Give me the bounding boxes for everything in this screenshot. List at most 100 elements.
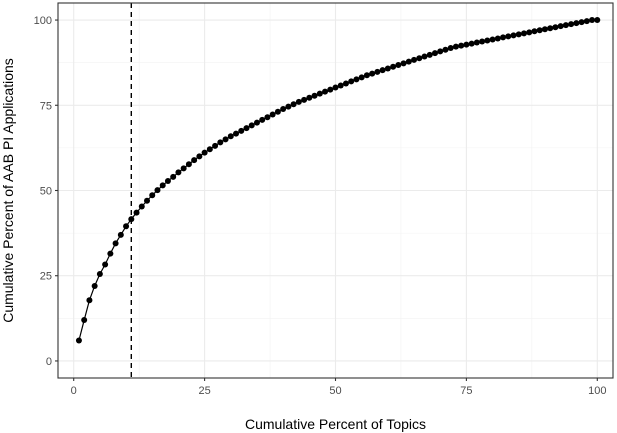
data-point	[348, 78, 355, 85]
data-point	[384, 65, 391, 72]
data-point	[295, 98, 302, 105]
data-point	[175, 169, 182, 176]
data-point	[243, 125, 250, 132]
data-point	[515, 31, 522, 38]
data-point	[332, 84, 339, 91]
data-point	[447, 45, 454, 51]
x-axis-title: Cumulative Percent of Topics	[245, 416, 426, 432]
x-tick-label: 25	[198, 385, 210, 397]
data-point	[264, 114, 271, 121]
data-point	[311, 92, 318, 99]
x-tick-label: 50	[329, 385, 341, 397]
data-point	[274, 108, 281, 115]
data-point	[526, 29, 533, 36]
data-point	[342, 80, 349, 87]
data-point	[185, 161, 192, 168]
y-axis-ticks: 0 25 50 75 100	[34, 15, 58, 368]
data-point	[426, 51, 433, 58]
data-point	[196, 153, 203, 160]
data-point	[479, 38, 486, 45]
data-point	[154, 187, 161, 194]
data-point	[86, 297, 93, 304]
data-point	[227, 133, 234, 140]
data-point	[322, 88, 329, 95]
data-point	[164, 177, 171, 184]
data-point	[253, 119, 260, 126]
data-point	[473, 39, 480, 46]
data-point	[316, 90, 323, 97]
y-tick-label: 75	[40, 100, 52, 112]
data-point	[149, 192, 156, 199]
data-point	[222, 136, 229, 143]
data-point	[463, 41, 470, 48]
data-point	[547, 25, 554, 32]
major-gridlines	[58, 3, 613, 378]
data-point	[337, 82, 344, 89]
data-point	[573, 20, 580, 27]
data-point	[217, 139, 224, 146]
data-point	[369, 70, 376, 77]
data-point	[589, 17, 596, 24]
data-point	[562, 22, 569, 29]
data-point	[552, 24, 559, 31]
data-point	[531, 28, 538, 35]
series-points	[75, 17, 601, 344]
data-point	[353, 76, 360, 83]
y-tick-label: 25	[40, 271, 52, 283]
data-point	[505, 33, 512, 40]
data-point	[280, 106, 287, 113]
data-point	[212, 142, 219, 149]
data-point	[400, 60, 407, 67]
data-point	[233, 130, 240, 137]
data-point	[112, 240, 119, 247]
data-point	[442, 46, 449, 53]
data-point	[557, 23, 564, 30]
data-point	[285, 103, 292, 110]
data-point	[578, 19, 585, 26]
data-point	[144, 197, 151, 204]
data-point	[431, 50, 438, 57]
data-point	[594, 17, 601, 24]
x-tick-label: 75	[460, 385, 472, 397]
data-point	[583, 18, 590, 25]
data-point	[374, 68, 381, 75]
data-point	[81, 317, 88, 324]
data-point	[395, 62, 402, 69]
data-point	[494, 35, 501, 42]
data-point	[405, 58, 412, 65]
data-point	[180, 165, 187, 172]
data-point	[117, 231, 124, 238]
data-point	[159, 182, 166, 189]
data-point	[327, 86, 334, 93]
y-tick-label: 50	[40, 186, 52, 198]
data-point	[206, 146, 213, 153]
data-point	[468, 40, 475, 47]
data-point	[416, 55, 423, 62]
data-point	[133, 209, 140, 216]
data-point	[123, 223, 130, 230]
data-point	[520, 30, 527, 37]
data-point	[437, 48, 444, 55]
data-point	[536, 27, 543, 34]
data-point	[96, 271, 103, 278]
data-point	[269, 111, 276, 118]
x-tick-label: 100	[588, 385, 606, 397]
data-point	[458, 42, 465, 49]
data-point	[170, 173, 177, 180]
data-point	[363, 72, 370, 79]
y-tick-label: 0	[46, 356, 52, 368]
data-point	[510, 32, 517, 39]
data-point	[102, 261, 109, 268]
data-point	[390, 63, 397, 70]
data-point	[238, 127, 245, 134]
data-point	[290, 101, 297, 108]
data-point	[91, 282, 98, 289]
data-point	[379, 67, 386, 74]
data-point	[452, 43, 459, 50]
data-point	[75, 337, 82, 344]
data-point	[259, 116, 266, 123]
data-point	[484, 37, 491, 44]
data-point	[128, 216, 135, 223]
y-tick-label: 100	[34, 15, 52, 27]
x-tick-label: 0	[71, 385, 77, 397]
